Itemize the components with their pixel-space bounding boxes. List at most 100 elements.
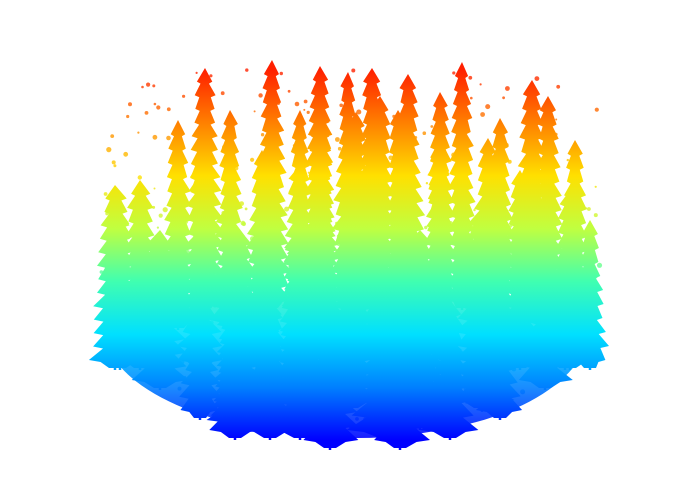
point-speckle bbox=[376, 196, 380, 201]
point-speckle bbox=[548, 266, 553, 271]
point-speckle bbox=[128, 102, 132, 107]
point-speckle bbox=[186, 390, 191, 395]
point-speckle bbox=[157, 245, 163, 251]
point-speckle bbox=[304, 268, 307, 271]
point-speckle bbox=[504, 259, 507, 262]
point-speckle bbox=[312, 139, 316, 143]
point-speckle bbox=[545, 360, 551, 365]
point-speckle bbox=[242, 415, 246, 418]
point-speckle bbox=[573, 168, 578, 174]
point-speckle bbox=[137, 131, 140, 134]
point-speckle bbox=[328, 256, 332, 261]
point-speckle bbox=[477, 333, 483, 339]
point-speckle bbox=[415, 294, 419, 297]
point-speckle bbox=[532, 204, 537, 209]
point-speckle bbox=[136, 284, 139, 287]
point-speckle bbox=[394, 278, 399, 283]
point-speckle bbox=[279, 381, 283, 385]
point-speckle bbox=[304, 406, 307, 410]
point-speckle bbox=[204, 75, 208, 79]
point-speckle bbox=[415, 301, 421, 306]
point-speckle bbox=[364, 202, 367, 205]
point-speckle bbox=[301, 240, 304, 243]
point-speckle bbox=[137, 175, 142, 180]
point-speckle bbox=[140, 284, 143, 288]
point-speckle bbox=[298, 231, 304, 237]
point-speckle bbox=[153, 102, 157, 106]
point-speckle bbox=[563, 236, 568, 240]
point-speckle bbox=[336, 278, 340, 282]
point-speckle bbox=[392, 283, 395, 287]
point-speckle bbox=[197, 286, 202, 291]
point-speckle bbox=[468, 269, 473, 273]
point-speckle bbox=[540, 310, 543, 314]
point-speckle bbox=[316, 292, 321, 297]
point-speckle bbox=[482, 378, 488, 383]
point-speckle bbox=[347, 368, 351, 372]
point-speckle bbox=[201, 352, 204, 355]
point-speckle bbox=[518, 207, 522, 211]
point-speckle bbox=[545, 214, 549, 219]
point-speckle bbox=[329, 311, 332, 315]
point-speckle bbox=[343, 148, 347, 152]
point-speckle bbox=[126, 114, 130, 119]
point-speckle bbox=[587, 207, 591, 211]
point-speckle bbox=[457, 382, 462, 387]
point-speckle bbox=[189, 319, 194, 324]
point-speckle bbox=[162, 366, 167, 372]
point-speckle bbox=[346, 337, 350, 341]
point-speckle bbox=[119, 323, 123, 326]
point-speckle bbox=[375, 249, 378, 252]
point-speckle bbox=[106, 147, 112, 153]
point-speckle bbox=[116, 283, 120, 287]
point-speckle bbox=[518, 321, 523, 326]
point-speckle bbox=[146, 82, 151, 87]
point-speckle bbox=[398, 214, 403, 219]
point-speckle bbox=[505, 358, 511, 364]
point-speckle bbox=[249, 273, 254, 278]
point-speckle bbox=[290, 269, 296, 274]
point-speckle bbox=[536, 157, 541, 163]
point-speckle bbox=[455, 227, 460, 232]
point-speckle bbox=[225, 403, 232, 409]
point-speckle bbox=[425, 182, 429, 185]
point-speckle bbox=[447, 383, 451, 387]
point-speckle bbox=[182, 94, 186, 98]
point-speckle bbox=[443, 254, 447, 258]
point-speckle bbox=[481, 369, 484, 372]
point-speckle bbox=[211, 299, 215, 303]
point-speckle bbox=[168, 250, 173, 256]
point-speckle bbox=[241, 221, 246, 227]
point-speckle bbox=[446, 411, 451, 416]
point-speckle bbox=[221, 334, 225, 337]
point-speckle bbox=[260, 263, 266, 269]
point-speckle bbox=[361, 303, 364, 307]
point-speckle bbox=[386, 214, 390, 217]
point-speckle bbox=[427, 386, 431, 390]
point-speckle bbox=[476, 301, 479, 305]
point-speckle bbox=[346, 236, 349, 239]
point-speckle bbox=[585, 255, 591, 261]
point-speckle bbox=[110, 134, 115, 139]
point-speckle bbox=[99, 312, 102, 315]
point-speckle bbox=[563, 343, 568, 348]
point-speckle bbox=[440, 293, 444, 298]
point-speckle bbox=[180, 360, 185, 364]
point-speckle bbox=[247, 362, 251, 366]
point-speckle bbox=[553, 172, 556, 175]
point-speckle bbox=[568, 227, 572, 231]
point-speckle bbox=[546, 323, 552, 329]
point-speckle bbox=[461, 235, 466, 240]
point-speckle bbox=[343, 349, 349, 354]
point-speckle bbox=[353, 389, 357, 394]
point-speckle bbox=[305, 293, 311, 299]
point-speckle bbox=[349, 424, 354, 429]
point-speckle bbox=[534, 76, 540, 81]
point-speckle bbox=[535, 292, 540, 298]
point-speckle bbox=[484, 408, 487, 411]
point-speckle bbox=[147, 356, 152, 360]
point-speckle bbox=[452, 71, 456, 75]
point-speckle bbox=[209, 251, 214, 256]
point-speckle bbox=[221, 318, 224, 322]
point-speckle bbox=[270, 290, 274, 293]
